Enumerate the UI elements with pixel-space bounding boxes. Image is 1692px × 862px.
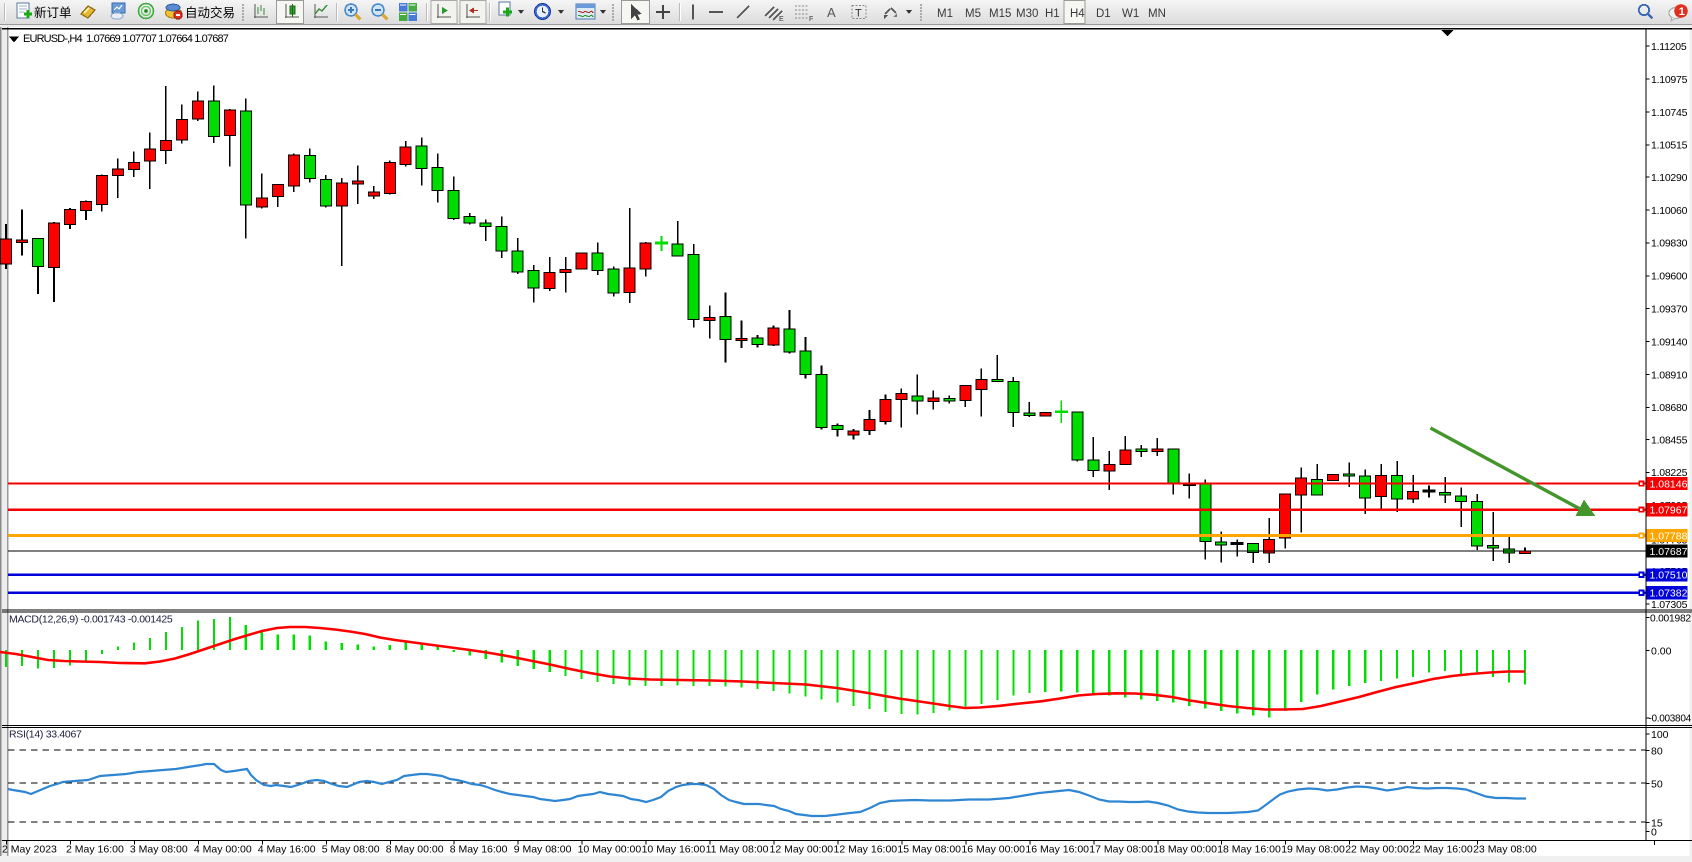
svg-text:M1: M1: [937, 8, 953, 20]
svg-text:1: 1: [1679, 6, 1685, 18]
svg-text:1.07510: 1.07510: [1650, 570, 1688, 582]
svg-text:D1: D1: [1096, 8, 1111, 20]
svg-text:1.10975: 1.10975: [1651, 74, 1688, 86]
svg-text:15 May 08:00: 15 May 08:00: [897, 844, 961, 856]
svg-text:23 May 08:00: 23 May 08:00: [1473, 844, 1537, 856]
svg-text:1.10290: 1.10290: [1651, 172, 1688, 184]
svg-text:50: 50: [1651, 778, 1663, 790]
svg-text:T: T: [855, 8, 862, 20]
svg-text:1.10745: 1.10745: [1651, 107, 1688, 119]
svg-text:18 May 00:00: 18 May 00:00: [1153, 844, 1217, 856]
svg-text:EURUSD-,H4 1.07669 1.07707 1.: EURUSD-,H4 1.07669 1.07707 1.07664 1.076…: [23, 33, 229, 45]
svg-text:1.10515: 1.10515: [1651, 140, 1688, 152]
svg-text:1.07382: 1.07382: [1650, 588, 1688, 600]
svg-text:10 May 16:00: 10 May 16:00: [642, 844, 706, 856]
svg-text:1.07687: 1.07687: [1650, 546, 1688, 558]
svg-text:MACD(12,26,9) -0.001743 -0.001: MACD(12,26,9) -0.001743 -0.001425: [9, 614, 173, 626]
svg-text:5 May 08:00: 5 May 08:00: [322, 844, 380, 856]
svg-text:1.08455: 1.08455: [1651, 434, 1688, 446]
svg-text:15: 15: [1651, 817, 1663, 829]
svg-text:4 May 16:00: 4 May 16:00: [258, 844, 316, 856]
svg-text:4 May 00:00: 4 May 00:00: [194, 844, 252, 856]
svg-text:8 May 00:00: 8 May 00:00: [386, 844, 444, 856]
svg-text:16 May 16:00: 16 May 16:00: [1025, 844, 1089, 856]
svg-text:12 May 00:00: 12 May 00:00: [770, 844, 834, 856]
svg-text:M30: M30: [1016, 8, 1038, 20]
svg-text:22 May 00:00: 22 May 00:00: [1345, 844, 1409, 856]
svg-text:1.10060: 1.10060: [1651, 205, 1688, 217]
svg-text:自动交易: 自动交易: [185, 5, 235, 20]
svg-text:H1: H1: [1045, 8, 1060, 20]
svg-text:1.08146: 1.08146: [1650, 478, 1688, 490]
svg-text:10 May 00:00: 10 May 00:00: [578, 844, 642, 856]
svg-text:2 May 16:00: 2 May 16:00: [66, 844, 124, 856]
svg-text:1.08225: 1.08225: [1651, 467, 1688, 479]
svg-text:1.07967: 1.07967: [1650, 505, 1688, 517]
svg-text:M15: M15: [989, 8, 1011, 20]
svg-text:8 May 16:00: 8 May 16:00: [450, 844, 508, 856]
svg-text:1.09140: 1.09140: [1651, 336, 1688, 348]
svg-text:19 May 08:00: 19 May 08:00: [1281, 844, 1345, 856]
svg-text:1.07788: 1.07788: [1650, 530, 1688, 542]
svg-text:-0.003804: -0.003804: [1649, 714, 1692, 725]
svg-text:0.00: 0.00: [1651, 645, 1672, 657]
svg-text:1.07305: 1.07305: [1651, 599, 1688, 611]
svg-text:W1: W1: [1122, 8, 1139, 20]
svg-text:F: F: [809, 16, 813, 23]
svg-text:1.08910: 1.08910: [1651, 369, 1688, 381]
svg-text:新订单: 新订单: [34, 5, 72, 20]
svg-text:12 May 16:00: 12 May 16:00: [834, 844, 898, 856]
svg-text:H4: H4: [1070, 8, 1085, 20]
svg-text:22 May 16:00: 22 May 16:00: [1409, 844, 1473, 856]
svg-text:RSI(14) 33.4067: RSI(14) 33.4067: [9, 729, 82, 741]
svg-text:100: 100: [1651, 729, 1669, 741]
svg-text:A: A: [827, 5, 836, 20]
svg-text:3 May 08:00: 3 May 08:00: [130, 844, 188, 856]
svg-text:1.09600: 1.09600: [1651, 271, 1688, 283]
svg-text:E: E: [779, 16, 784, 23]
svg-text:MN: MN: [1148, 8, 1166, 20]
svg-text:1.08680: 1.08680: [1651, 402, 1688, 414]
svg-text:2 May 2023: 2 May 2023: [2, 844, 57, 856]
svg-text:1.09370: 1.09370: [1651, 304, 1688, 316]
svg-text:1.09830: 1.09830: [1651, 238, 1688, 250]
svg-text:M5: M5: [965, 8, 981, 20]
svg-text:9 May 08:00: 9 May 08:00: [514, 844, 572, 856]
svg-text:1.11205: 1.11205: [1651, 41, 1687, 53]
svg-text:0: 0: [1651, 826, 1657, 838]
svg-text:11 May 08:00: 11 May 08:00: [706, 844, 769, 856]
svg-text:17 May 08:00: 17 May 08:00: [1089, 844, 1153, 856]
svg-text:0.001982: 0.001982: [1650, 613, 1691, 624]
svg-text:16 May 00:00: 16 May 00:00: [961, 844, 1025, 856]
svg-text:80: 80: [1651, 746, 1663, 758]
svg-text:18 May 16:00: 18 May 16:00: [1217, 844, 1281, 856]
